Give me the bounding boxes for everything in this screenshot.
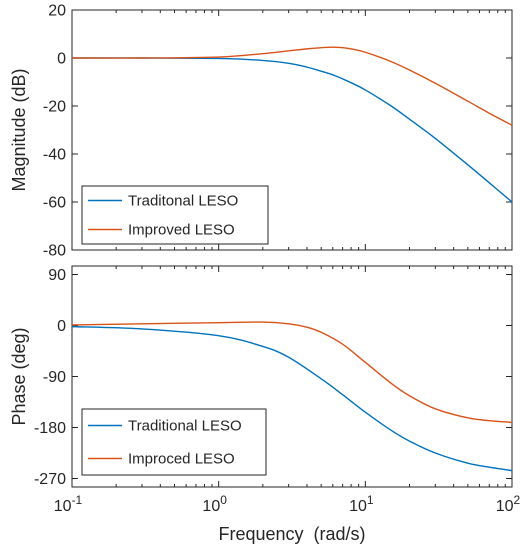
phase-y-tick-label: 0 [57,318,66,335]
x-tick-label-base: 10 [54,498,72,515]
phase-y-tick-label: -90 [43,369,66,386]
x-tick-label-exponent: -1 [72,493,83,507]
x-tick-label-base: 10 [349,498,367,515]
magnitude-y-tick-label: 20 [48,3,66,20]
x-tick-label: 10-1 [54,493,83,515]
phase-series-line-1 [72,321,512,424]
x-tick-label: 102 [496,493,521,515]
x-tick-label: 101 [349,493,374,515]
phase-y-tick-label: 90 [48,267,66,284]
magnitude-y-tick-label: -60 [43,195,66,212]
magnitude-y-tick-label: 0 [57,51,66,68]
magnitude-y-tick-label: -20 [43,99,66,116]
magnitude-legend-box [81,185,269,245]
magnitude-legend: Traditonal LESO Improved LESO [81,185,269,245]
phase-legend: Traditional LESO Improced LESO [81,408,267,476]
magnitude-y-tick-label: -80 [43,243,66,260]
x-tick-label-base: 10 [496,498,514,515]
phase-series-line-0 [72,325,512,472]
magnitude-series-line-1 [72,46,512,126]
x-tick-label-exponent: 2 [514,493,521,507]
magnitude-y-axis-label: Magnitude (dB) [9,68,29,191]
magnitude-y-tick-label: -40 [43,147,66,164]
x-tick-label: 100 [202,493,227,515]
x-axis-label: Frequency (rad/s) [218,524,365,544]
phase-legend-label-1: Improced LESO [128,451,235,468]
phase-y-tick-label: -180 [34,420,66,437]
phase-legend-box [81,408,267,476]
x-tick-label-exponent: 1 [367,493,374,507]
x-tick-label-exponent: 0 [220,493,227,507]
phase-legend-label-0: Traditional LESO [128,418,242,435]
magnitude-panel: 20 0 -20 -40 -60 -80 Magnitude (dB) Traditonal … [9,3,513,260]
magnitude-legend-label-1: Improved LESO [128,222,235,239]
x-tick-label-base: 10 [202,498,220,515]
phase-y-axis-label: Phase (deg) [9,327,29,425]
magnitude-series-line-0 [72,57,512,203]
phase-y-tick-label: -270 [34,471,66,488]
magnitude-legend-label-0: Traditonal LESO [128,193,238,210]
